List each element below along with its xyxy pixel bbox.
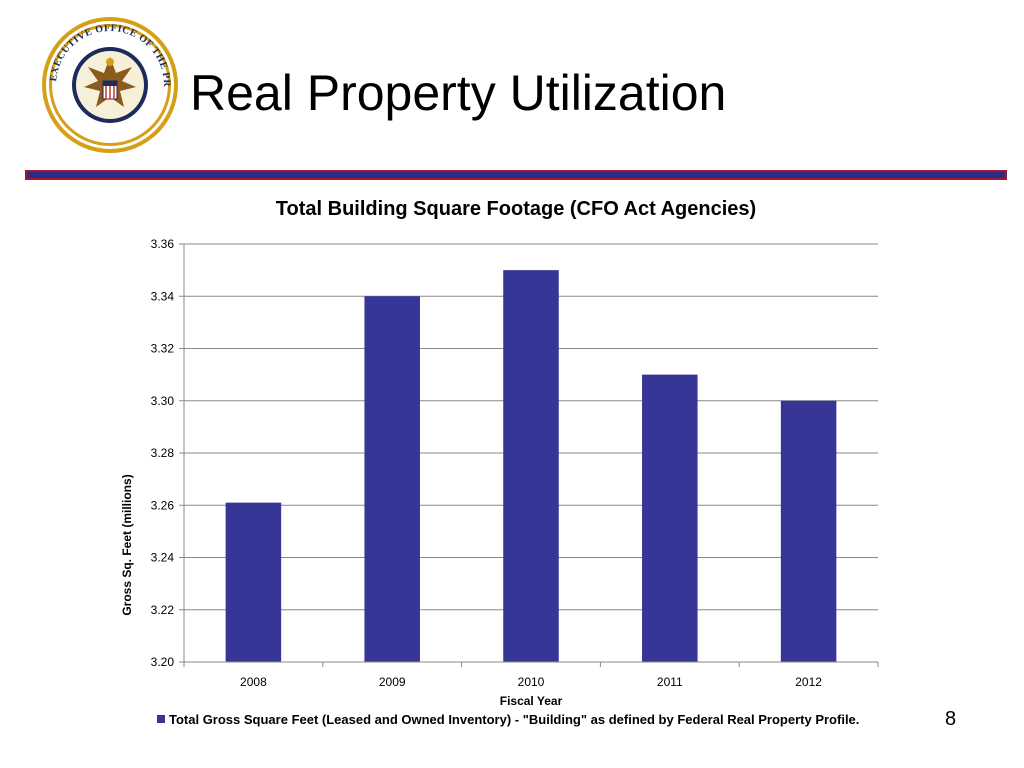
legend-swatch xyxy=(157,715,165,723)
bar-2008 xyxy=(225,502,282,662)
omb-seal-logo: EXECUTIVE OFFICE OF THE PRESIDENT xyxy=(40,15,178,153)
x-tick-label: 2008 xyxy=(240,675,267,689)
legend-label: Total Gross Square Feet (Leased and Owne… xyxy=(169,712,860,727)
y-axis-ticks: 3.20 3.22 3.24 3.26 3.28 3.30 3.32 3.34 3.36 xyxy=(151,237,184,669)
y-tick-label: 3.30 xyxy=(151,394,175,408)
y-tick-label: 3.32 xyxy=(151,342,175,356)
title-divider xyxy=(25,170,1007,180)
y-tick-label: 3.28 xyxy=(151,446,175,460)
y-tick-label: 3.34 xyxy=(151,289,175,303)
x-tick-label: 2009 xyxy=(379,675,406,689)
chart-legend: Total Gross Square Feet (Leased and Owne… xyxy=(157,711,892,728)
x-tick-label: 2012 xyxy=(795,675,822,689)
bar-2011 xyxy=(642,374,698,662)
x-tick-label: 2010 xyxy=(518,675,545,689)
x-axis-ticks: 2008 2009 2010 2011 2012 xyxy=(183,662,879,689)
y-tick-label: 3.26 xyxy=(151,498,175,512)
bar-2012 xyxy=(780,400,837,662)
x-tick-label: 2011 xyxy=(657,675,683,689)
y-axis-label: Gross Sq. Feet (millions) xyxy=(120,474,134,615)
page-number: 8 xyxy=(945,708,957,730)
bars xyxy=(225,270,837,662)
y-tick-label: 3.20 xyxy=(151,655,175,669)
bar-2010 xyxy=(503,270,559,662)
y-tick-label: 3.22 xyxy=(151,603,175,617)
bar-2009 xyxy=(364,296,420,662)
slide-title: Real Property Utilization xyxy=(190,65,727,121)
x-axis-label: Fiscal Year xyxy=(500,694,563,708)
y-tick-label: 3.24 xyxy=(151,551,175,565)
y-tick-label: 3.36 xyxy=(151,237,175,251)
chart-title: Total Building Square Footage (CFO Act A… xyxy=(276,198,756,220)
